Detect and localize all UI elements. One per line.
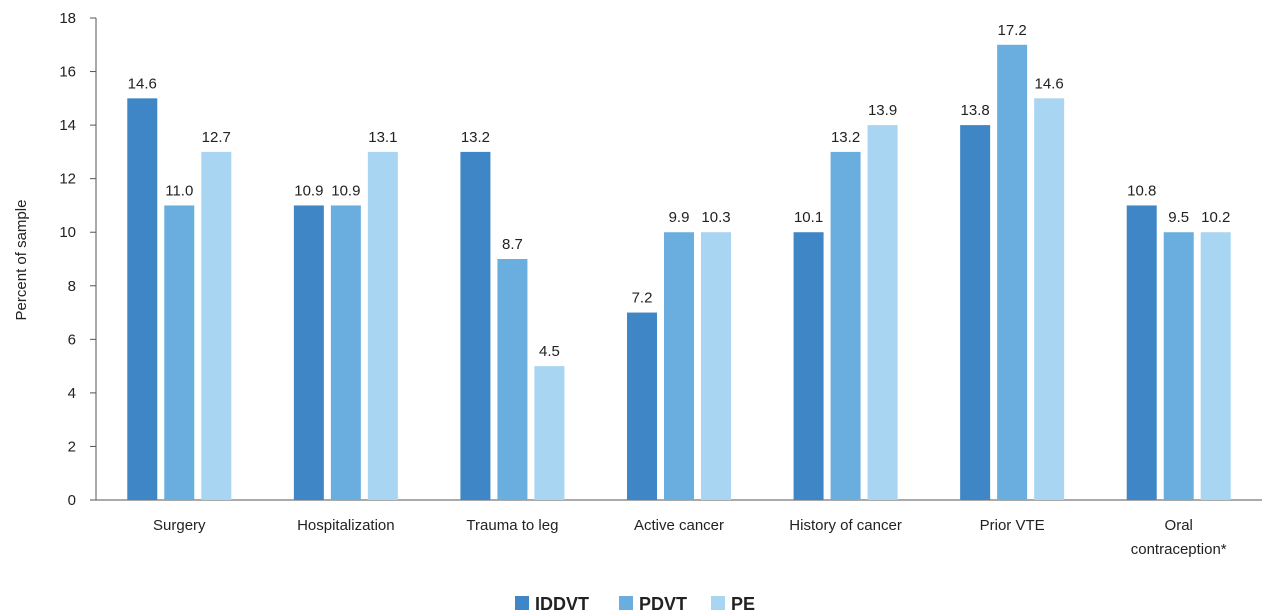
- data-label: 13.2: [461, 129, 490, 146]
- legend-label: PDVT: [639, 594, 687, 614]
- bar-iddvt: [794, 232, 824, 500]
- bars: [127, 45, 1230, 500]
- bar-pe: [201, 152, 231, 500]
- data-label: 13.9: [868, 102, 897, 119]
- bar-pdvt: [664, 232, 694, 500]
- data-label: 10.2: [1201, 209, 1230, 226]
- bar-pe: [701, 232, 731, 500]
- bar-pdvt: [164, 205, 194, 500]
- data-label: 8.7: [502, 236, 523, 253]
- legend-label: PE: [731, 594, 755, 614]
- bar-pdvt: [997, 45, 1027, 500]
- legend-item-pe: PE: [711, 594, 755, 614]
- y-tick-label: 2: [68, 438, 76, 455]
- x-tick-label: Surgery: [153, 517, 206, 534]
- bar-iddvt: [460, 152, 490, 500]
- data-label: 17.2: [998, 22, 1027, 39]
- data-label: 10.9: [294, 182, 323, 199]
- bar-pe: [534, 366, 564, 500]
- data-label: 13.2: [831, 129, 860, 146]
- data-label: 14.6: [1035, 75, 1064, 92]
- legend-swatch: [711, 596, 725, 610]
- legend-swatch: [619, 596, 633, 610]
- bar-iddvt: [127, 98, 157, 500]
- data-label: 9.9: [669, 209, 690, 226]
- data-label: 11.0: [165, 182, 193, 199]
- data-label: 10.1: [794, 209, 823, 226]
- bar-pdvt: [497, 259, 527, 500]
- legend-item-iddvt: IDDVT: [515, 594, 589, 614]
- data-label: 9.5: [1168, 209, 1189, 226]
- data-label: 12.7: [202, 129, 231, 146]
- data-label: 10.9: [331, 182, 360, 199]
- x-tick-label: Trauma to leg: [466, 517, 558, 534]
- bar-pe: [868, 125, 898, 500]
- x-tick-label: Prior VTE: [980, 517, 1045, 534]
- bar-pdvt: [1164, 232, 1194, 500]
- y-tick-label: 6: [68, 331, 76, 348]
- y-tick-label: 0: [68, 492, 76, 509]
- y-tick-label: 10: [59, 224, 76, 241]
- data-label: 10.3: [701, 209, 730, 226]
- bar-pe: [1034, 98, 1064, 500]
- axes: 0 2 4 6 8 10 12 14 16 18 Surgery Hospitalization Tra…: [59, 10, 1262, 558]
- x-tick-label: Oral: [1165, 517, 1193, 534]
- data-label: 4.5: [539, 343, 560, 360]
- y-tick-label: 14: [59, 117, 76, 134]
- x-tick-label: Active cancer: [634, 517, 724, 534]
- bar-iddvt: [294, 205, 324, 500]
- data-label: 7.2: [632, 290, 653, 307]
- y-tick-label: 4: [68, 385, 76, 402]
- y-axis-label: Percent of sample: [13, 200, 30, 321]
- y-tick-label: 12: [59, 171, 76, 188]
- bar-pdvt: [831, 152, 861, 500]
- bar-pdvt: [331, 205, 361, 500]
- bar-pe: [1201, 232, 1231, 500]
- data-label: 13.8: [961, 102, 990, 119]
- x-tick-label: History of cancer: [789, 517, 902, 534]
- data-label: 13.1: [368, 129, 397, 146]
- data-label: 14.6: [128, 75, 157, 92]
- bar-iddvt: [1127, 205, 1157, 500]
- x-tick-label: contraception*: [1131, 541, 1227, 558]
- x-tick-label: Hospitalization: [297, 517, 395, 534]
- legend-item-pdvt: PDVT: [619, 594, 687, 614]
- data-label: 10.8: [1127, 182, 1156, 199]
- y-tick-label: 18: [59, 10, 76, 27]
- bar-pe: [368, 152, 398, 500]
- bar-iddvt: [960, 125, 990, 500]
- y-tick-label: 8: [68, 278, 76, 295]
- legend: IDDVT PDVT PE: [515, 594, 755, 614]
- bar-iddvt: [627, 313, 657, 500]
- legend-swatch: [515, 596, 529, 610]
- legend-label: IDDVT: [535, 594, 589, 614]
- y-tick-label: 16: [59, 64, 76, 81]
